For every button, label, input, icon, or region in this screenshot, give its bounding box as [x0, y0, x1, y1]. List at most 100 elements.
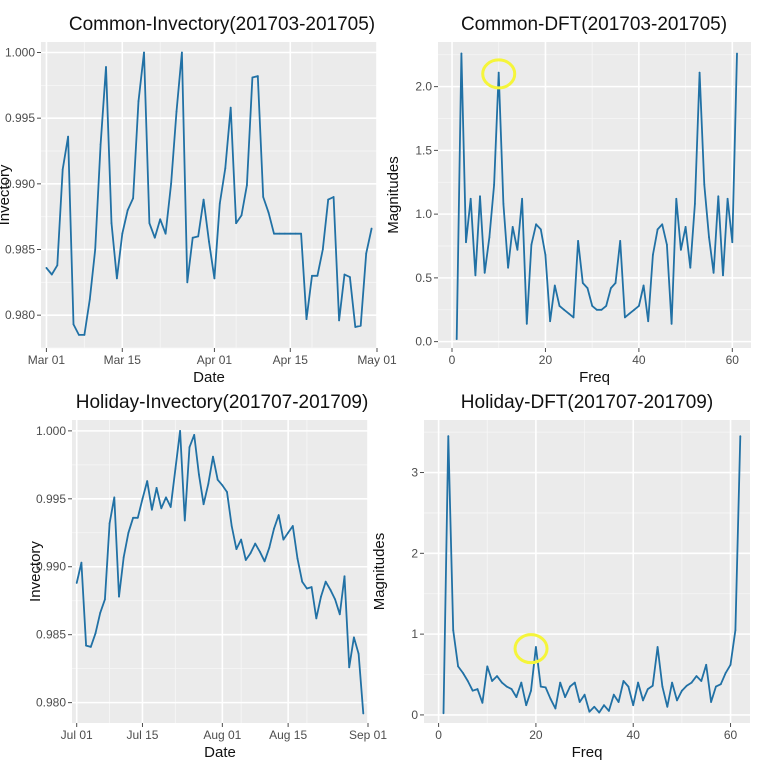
data-point [183, 519, 186, 522]
data-point [739, 435, 742, 438]
data-point [50, 273, 53, 276]
data-point [520, 681, 523, 684]
data-point [535, 223, 537, 226]
data-point [110, 222, 113, 225]
data-point [256, 75, 259, 77]
data-point [646, 688, 649, 690]
x-tick-label: Jul 01 [61, 728, 93, 742]
data-point [530, 243, 533, 246]
data-point [94, 248, 97, 251]
y-tick-label: 0.995 [5, 111, 35, 125]
y-tick-label: 1.000 [5, 46, 35, 60]
data-point [684, 226, 687, 228]
data-point [316, 274, 319, 277]
data-point [661, 685, 664, 688]
data-point [563, 308, 565, 311]
data-point [612, 693, 615, 696]
y-axis-label: Magnitudes [385, 156, 402, 234]
x-tick-label: Apr 01 [197, 353, 233, 367]
data-point [126, 209, 129, 212]
data-point [249, 552, 252, 555]
data-point [549, 320, 551, 323]
data-point [197, 235, 200, 238]
data-point [262, 196, 265, 198]
data-point [85, 644, 87, 647]
data-point [208, 240, 210, 243]
series-line [75, 429, 365, 714]
data-point [617, 701, 620, 703]
y-tick-label: 2 [411, 546, 418, 560]
data-point [99, 612, 102, 614]
data-point [442, 712, 445, 715]
x-tick-label: 40 [632, 353, 646, 367]
data-point [132, 516, 135, 519]
data-point [67, 135, 69, 138]
data-point [675, 197, 678, 200]
y-tick-label: 2.0 [415, 80, 432, 94]
data-point [712, 271, 715, 274]
data-point [483, 271, 486, 274]
data-point [610, 287, 612, 289]
data-point [614, 282, 617, 284]
data-point [591, 305, 594, 307]
data-point [605, 305, 608, 307]
data-point [284, 232, 286, 235]
data-point [595, 308, 598, 311]
data-point [722, 274, 724, 277]
data-point [174, 468, 177, 470]
data-point [734, 629, 737, 631]
y-tick-label: 0.990 [5, 177, 35, 191]
data-point [465, 241, 467, 244]
data-point [698, 71, 701, 74]
data-point [544, 254, 547, 256]
y-axis-label: Invectory [0, 164, 13, 225]
data-point [474, 274, 477, 277]
data-point [267, 211, 270, 214]
data-point [690, 681, 693, 684]
data-point [362, 712, 365, 715]
data-point [510, 688, 513, 690]
data-point [198, 473, 200, 476]
data-point [294, 232, 297, 235]
data-point [273, 232, 275, 235]
data-point [447, 435, 450, 438]
data-point [246, 184, 248, 187]
chart-panel-1: Mar 01 Mar 15 Apr 01 Apr 15 May 01 0.980 0.985… [0, 14, 397, 386]
data-point [507, 266, 509, 269]
x-tick-label: 0 [449, 353, 456, 367]
data-point [525, 704, 528, 707]
data-point [137, 100, 140, 102]
y-tick-label: 1.5 [415, 143, 432, 157]
data-point [240, 214, 243, 217]
x-tick-label: Mar 01 [28, 353, 66, 367]
data-point [481, 701, 484, 704]
data-point [544, 686, 547, 689]
data-point [708, 236, 710, 239]
data-point [638, 305, 640, 307]
x-tick-label: Jul 15 [126, 728, 158, 742]
data-point [88, 298, 91, 301]
data-point [244, 559, 247, 561]
data-point [569, 685, 571, 688]
data-point [80, 561, 83, 564]
data-point [268, 546, 271, 549]
y-tick-label: 0.985 [36, 628, 66, 642]
data-point [680, 248, 682, 251]
data-point [213, 277, 216, 280]
data-point [700, 680, 703, 682]
data-point [724, 672, 727, 674]
data-point [637, 681, 639, 684]
data-point [113, 496, 116, 499]
data-point [486, 665, 489, 668]
data-point [277, 514, 280, 516]
data-point [530, 689, 532, 692]
data-point [647, 320, 650, 323]
data-point [593, 705, 596, 708]
data-point [221, 484, 224, 487]
data-point [165, 496, 167, 499]
data-point [193, 434, 196, 436]
data-point [628, 312, 631, 315]
data-point [661, 223, 664, 226]
data-point [676, 699, 678, 702]
